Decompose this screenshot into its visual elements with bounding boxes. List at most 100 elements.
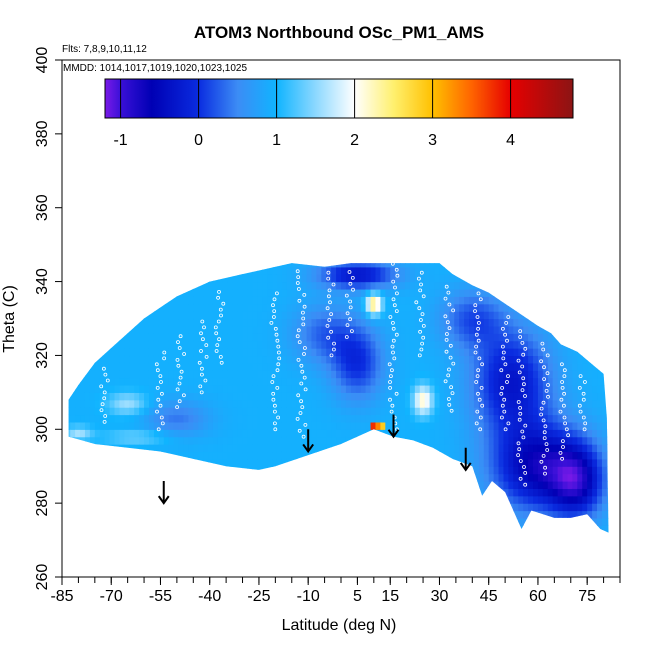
heatmap-cell	[321, 488, 327, 497]
heatmap-cell	[380, 510, 386, 519]
heatmap-cell	[331, 525, 337, 533]
heatmap-cell	[281, 510, 288, 519]
heatmap-cell	[100, 252, 106, 260]
heatmap-cell	[395, 407, 401, 416]
heatmap-cell	[380, 281, 386, 290]
heatmap-cell	[409, 451, 416, 460]
heatmap-cell	[183, 407, 189, 416]
heatmap-cell	[281, 421, 288, 430]
sample-point	[296, 393, 301, 398]
heatmap-cell	[301, 340, 308, 349]
heatmap-cell	[70, 451, 76, 460]
heatmap-cell	[114, 473, 121, 482]
heatmap-cell	[429, 281, 436, 290]
heatmap-cell	[109, 517, 116, 526]
heatmap-cell	[326, 274, 332, 283]
sample-point	[302, 346, 307, 350]
heatmap-cell	[409, 414, 416, 423]
sample-point	[499, 391, 504, 396]
heatmap-cell	[612, 437, 618, 445]
heatmap-cell	[459, 451, 465, 460]
heatmap-cell	[518, 407, 524, 416]
heatmap-cell	[537, 525, 544, 533]
heatmap-cell	[370, 362, 377, 371]
heatmap-cell	[508, 533, 514, 541]
heatmap-cell	[276, 348, 283, 357]
heatmap-cell	[360, 488, 367, 497]
heatmap-cell	[518, 495, 524, 504]
heatmap-cell	[257, 517, 263, 526]
heatmap-cell	[104, 362, 111, 371]
heatmap-cell	[365, 458, 372, 467]
heatmap-cell	[469, 473, 475, 482]
heatmap-cell	[68, 348, 71, 357]
heatmap-cell	[281, 473, 288, 482]
heatmap-cell	[89, 355, 96, 364]
heatmap-cell	[227, 517, 234, 526]
heatmap-cell	[68, 288, 71, 297]
heatmap-cell	[414, 325, 421, 334]
heatmap-cell	[528, 274, 534, 283]
heatmap-cell	[567, 480, 573, 489]
heatmap-cell	[84, 325, 91, 334]
heatmap-cell	[222, 429, 229, 438]
heatmap-cell	[562, 318, 569, 327]
heatmap-cell	[109, 325, 116, 334]
heatmap-cell	[119, 325, 125, 334]
heatmap-cell	[173, 333, 180, 342]
heatmap-cell	[582, 303, 588, 312]
heatmap-cell	[434, 392, 441, 401]
heatmap-cell	[508, 517, 514, 526]
heatmap-cell	[449, 421, 455, 430]
heatmap-cell	[158, 407, 165, 416]
sample-point	[154, 362, 159, 367]
heatmap-cell	[291, 503, 298, 512]
heatmap-cell	[75, 362, 81, 371]
heatmap-cell	[267, 503, 273, 512]
heatmap-cell	[498, 488, 505, 497]
heatmap-cell	[336, 525, 342, 533]
heatmap-cell	[183, 318, 189, 327]
heatmap-cell	[355, 480, 362, 489]
heatmap-cell	[552, 370, 559, 379]
heatmap-cell	[291, 370, 298, 379]
sample-point	[560, 456, 564, 461]
heatmap-cell	[134, 392, 140, 401]
heatmap-cell	[483, 473, 490, 482]
heatmap-cell	[355, 451, 362, 460]
heatmap-cell	[508, 296, 514, 305]
heatmap-cell	[405, 510, 411, 519]
heatmap-cell	[572, 510, 578, 519]
heatmap-cell	[168, 399, 175, 408]
heatmap-cell	[203, 488, 209, 497]
heatmap-cell	[375, 377, 381, 386]
colorbar-tick-label: -1	[113, 132, 127, 149]
heatmap-cell	[227, 480, 234, 489]
heatmap-cell	[518, 533, 524, 541]
heatmap-cell	[217, 266, 224, 275]
heatmap-cell	[528, 444, 534, 453]
heatmap-cell	[153, 370, 160, 379]
heatmap-cell	[597, 421, 603, 430]
heatmap-cell	[562, 444, 569, 453]
heatmap-cell	[242, 377, 249, 386]
heatmap-cell	[193, 466, 199, 475]
heatmap-cell	[341, 362, 347, 371]
heatmap-cell	[168, 451, 175, 460]
heatmap-cell	[193, 266, 199, 275]
heatmap-cell	[493, 399, 500, 408]
heatmap-cell	[316, 281, 322, 290]
heatmap-cell	[533, 340, 539, 349]
heatmap-cell	[70, 333, 76, 342]
heatmap-cell	[311, 444, 317, 453]
heatmap-cell	[173, 429, 180, 438]
sample-point	[296, 328, 301, 333]
heatmap-cell	[366, 252, 372, 260]
heatmap-cell	[257, 533, 263, 541]
heatmap-cell	[562, 480, 569, 489]
heatmap-cell	[183, 384, 189, 393]
heatmap-cell	[439, 288, 445, 297]
heatmap-cell	[478, 525, 485, 533]
heatmap-cell	[68, 281, 71, 290]
heatmap-cell	[296, 288, 303, 297]
